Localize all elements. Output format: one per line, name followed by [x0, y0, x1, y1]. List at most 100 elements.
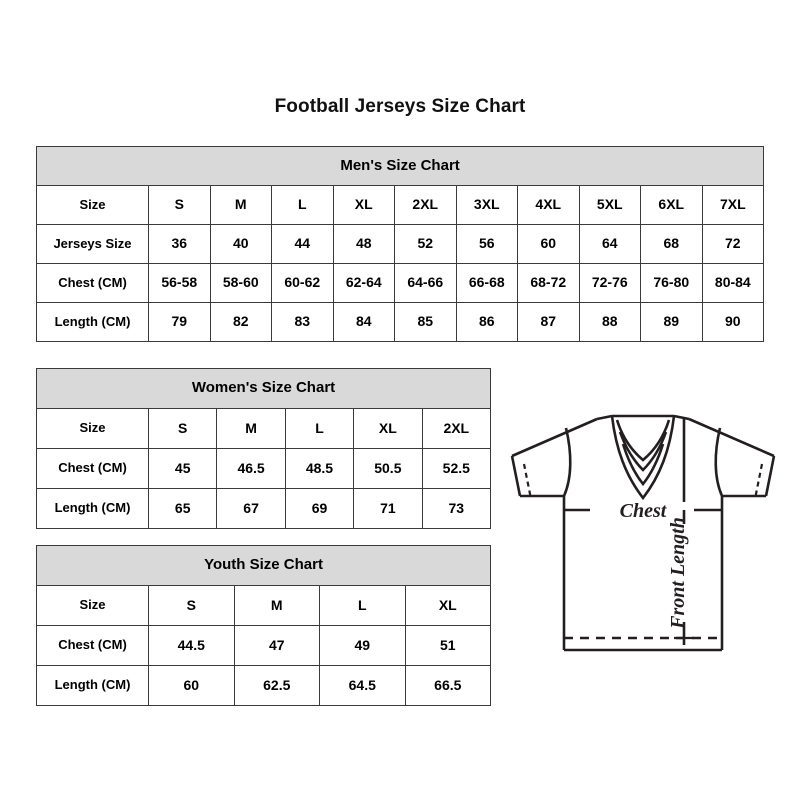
table-cell: L: [271, 185, 334, 225]
table-cell: S: [148, 585, 235, 626]
table-cell: 44.5: [148, 625, 235, 666]
table-cell: 90: [701, 302, 765, 342]
table-cell: S: [148, 185, 211, 225]
row-label-size: Size: [36, 185, 149, 225]
womens-table-caption: Women's Size Chart: [36, 368, 491, 409]
v-neck-outer: [610, 415, 676, 501]
table-row: Size S M L XL 2XL: [36, 408, 492, 449]
row-label-length: Length (CM): [36, 488, 149, 529]
table-cell: XL: [353, 408, 423, 449]
row-label-size: Size: [36, 585, 149, 626]
table-cell: 62.5: [233, 665, 320, 706]
table-cell: 79: [148, 302, 211, 342]
v-neck-inner-line-1: [615, 419, 671, 462]
table-cell: 4XL: [517, 185, 580, 225]
left-sleeve-top-edge: [511, 417, 598, 458]
table-cell: 58-60: [209, 263, 272, 303]
table-cell: 48: [332, 224, 395, 264]
right-sleeve-hem-stitch: [753, 463, 764, 500]
front-length-label: Front Length: [667, 517, 689, 630]
table-cell: 76-80: [640, 263, 703, 303]
table-cell: 64.5: [319, 665, 406, 706]
table-cell: 56-58: [148, 263, 211, 303]
table-cell: 67: [216, 488, 286, 529]
row-label-size: Size: [36, 408, 149, 449]
table-cell: 60-62: [271, 263, 334, 303]
table-cell: 60: [517, 224, 580, 264]
table-cell: 48.5: [284, 448, 355, 489]
table-cell: 46.5: [216, 448, 286, 489]
table-cell: 45: [147, 448, 218, 489]
table-cell: 89: [640, 302, 703, 342]
table-cell: 64-66: [394, 263, 457, 303]
row-label-chest: Chest (CM): [36, 625, 149, 666]
mens-table-caption: Men's Size Chart: [35, 146, 765, 186]
table-cell: L: [284, 408, 355, 449]
v-neck-inner-line-3: [621, 443, 665, 487]
table-cell: 71: [353, 488, 423, 529]
row-label-chest: Chest (CM): [36, 448, 149, 489]
table-cell: 44: [271, 224, 334, 264]
right-sleeve-top-edge: [688, 417, 775, 458]
table-cell: 83: [271, 302, 334, 342]
table-cell: 47: [233, 625, 320, 666]
table-cell: 72: [701, 224, 765, 264]
table-cell: 62-64: [332, 263, 395, 303]
table-cell: 80-84: [701, 263, 765, 303]
table-row: Chest (CM) 45 46.5 48.5 50.5 52.5: [36, 448, 492, 489]
table-caption-row: Youth Size Chart: [35, 545, 492, 586]
table-cell: 82: [209, 302, 272, 342]
table-cell: 36: [148, 224, 211, 264]
mens-size-table: Men's Size Chart Size S M L XL 2XL 3XL 4…: [35, 146, 765, 342]
table-cell: 5XL: [578, 185, 641, 225]
table-cell: 88: [578, 302, 641, 342]
table-cell: 65: [147, 488, 218, 529]
table-caption-row: Women's Size Chart: [36, 368, 491, 409]
row-label-chest: Chest (CM): [36, 263, 149, 303]
table-cell: M: [233, 585, 320, 626]
left-shoulder-line: [596, 414, 613, 421]
table-cell: 51: [404, 625, 492, 666]
table-cell: 66-68: [455, 263, 518, 303]
table-row: Chest (CM) 56-58 58-60 60-62 62-64 64-66…: [36, 263, 765, 303]
right-armhole-curve: [714, 427, 724, 497]
table-cell: 84: [332, 302, 395, 342]
right-shoulder-line: [673, 414, 690, 421]
row-label-jerseys-size: Jerseys Size: [36, 224, 149, 264]
left-armhole-curve: [562, 427, 572, 497]
table-cell: 52: [394, 224, 457, 264]
table-cell: 86: [455, 302, 518, 342]
v-neck-inner-line-2: [618, 431, 668, 472]
chest-label: Chest: [620, 500, 668, 522]
table-cell: 40: [209, 224, 272, 264]
table-cell: 52.5: [421, 448, 492, 489]
table-cell: L: [319, 585, 406, 626]
youth-table-caption: Youth Size Chart: [35, 545, 492, 586]
table-cell: 56: [455, 224, 518, 264]
table-cell: 68: [640, 224, 703, 264]
table-cell: 87: [517, 302, 580, 342]
table-cell: 72-76: [578, 263, 641, 303]
table-cell: XL: [404, 585, 492, 626]
table-cell: 68-72: [517, 263, 580, 303]
table-row: Size S M L XL 2XL 3XL 4XL 5XL 6XL 7XL: [36, 185, 765, 225]
table-caption-row: Men's Size Chart: [35, 146, 765, 186]
table-cell: 69: [284, 488, 355, 529]
womens-size-table: Women's Size Chart Size S M L XL 2XL Che…: [36, 368, 492, 529]
page-title: Football Jerseys Size Chart: [274, 96, 526, 117]
right-sleeve-cuff-edge: [764, 455, 776, 497]
table-row: Size S M L XL: [36, 585, 492, 626]
table-cell: 2XL: [394, 185, 457, 225]
table-cell: M: [209, 185, 272, 225]
table-cell: 49: [319, 625, 406, 666]
table-row: Length (CM) 60 62.5 64.5 66.5: [36, 665, 492, 706]
table-cell: 50.5: [353, 448, 423, 489]
table-cell: S: [147, 408, 218, 449]
table-cell: 66.5: [404, 665, 492, 706]
table-cell: 60: [148, 665, 235, 706]
table-row: Chest (CM) 44.5 47 49 51: [36, 625, 492, 666]
table-row: Length (CM) 79 82 83 84 85 86 87 88 89 9…: [36, 302, 765, 342]
row-label-length: Length (CM): [36, 665, 149, 706]
table-cell: 6XL: [640, 185, 703, 225]
row-label-length: Length (CM): [36, 302, 149, 342]
